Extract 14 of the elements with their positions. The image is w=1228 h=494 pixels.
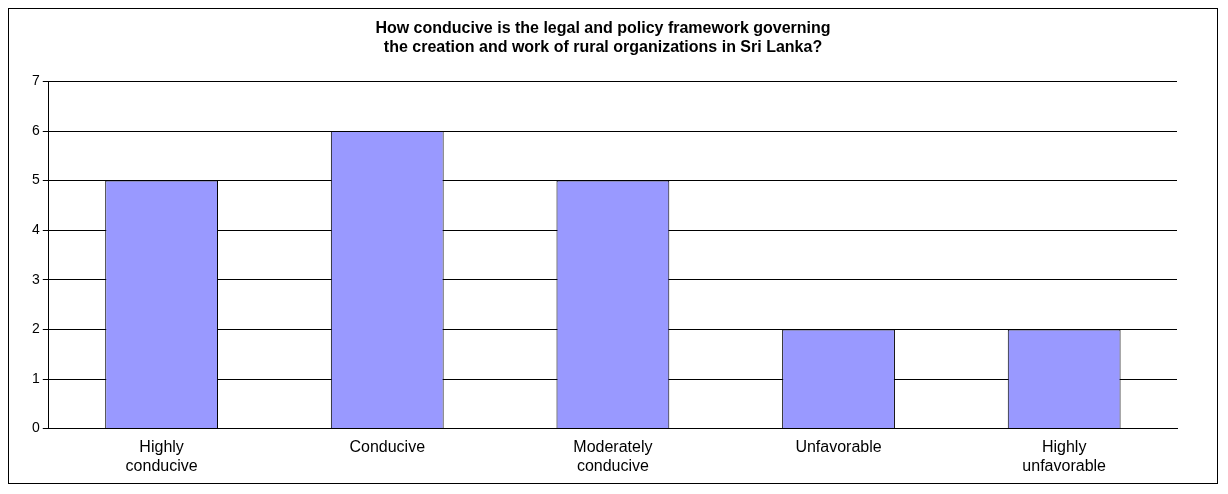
y-tick-label: 3 <box>31 270 40 287</box>
x-tick-label: Conducive <box>349 437 426 455</box>
y-tick-label: 0 <box>31 419 40 436</box>
y-tick-label: 6 <box>31 121 40 138</box>
y-tick-label: 7 <box>31 72 40 89</box>
y-tick-label: 1 <box>31 369 40 386</box>
y-tick-label: 5 <box>31 171 40 188</box>
y-tick-label: 2 <box>31 320 40 337</box>
x-tick-label: Highly unfavorable <box>1022 437 1107 474</box>
y-tick-label: 4 <box>31 221 40 238</box>
x-tick-label: Highly conducive <box>125 437 198 474</box>
chart-title: How conducive is the legal and policy framework governing the creation and work of rural organizations in Sri Lanka? <box>375 19 831 56</box>
x-tick-label: Unfavorable <box>795 437 882 455</box>
x-tick-label: Moderately conducive <box>573 437 653 474</box>
